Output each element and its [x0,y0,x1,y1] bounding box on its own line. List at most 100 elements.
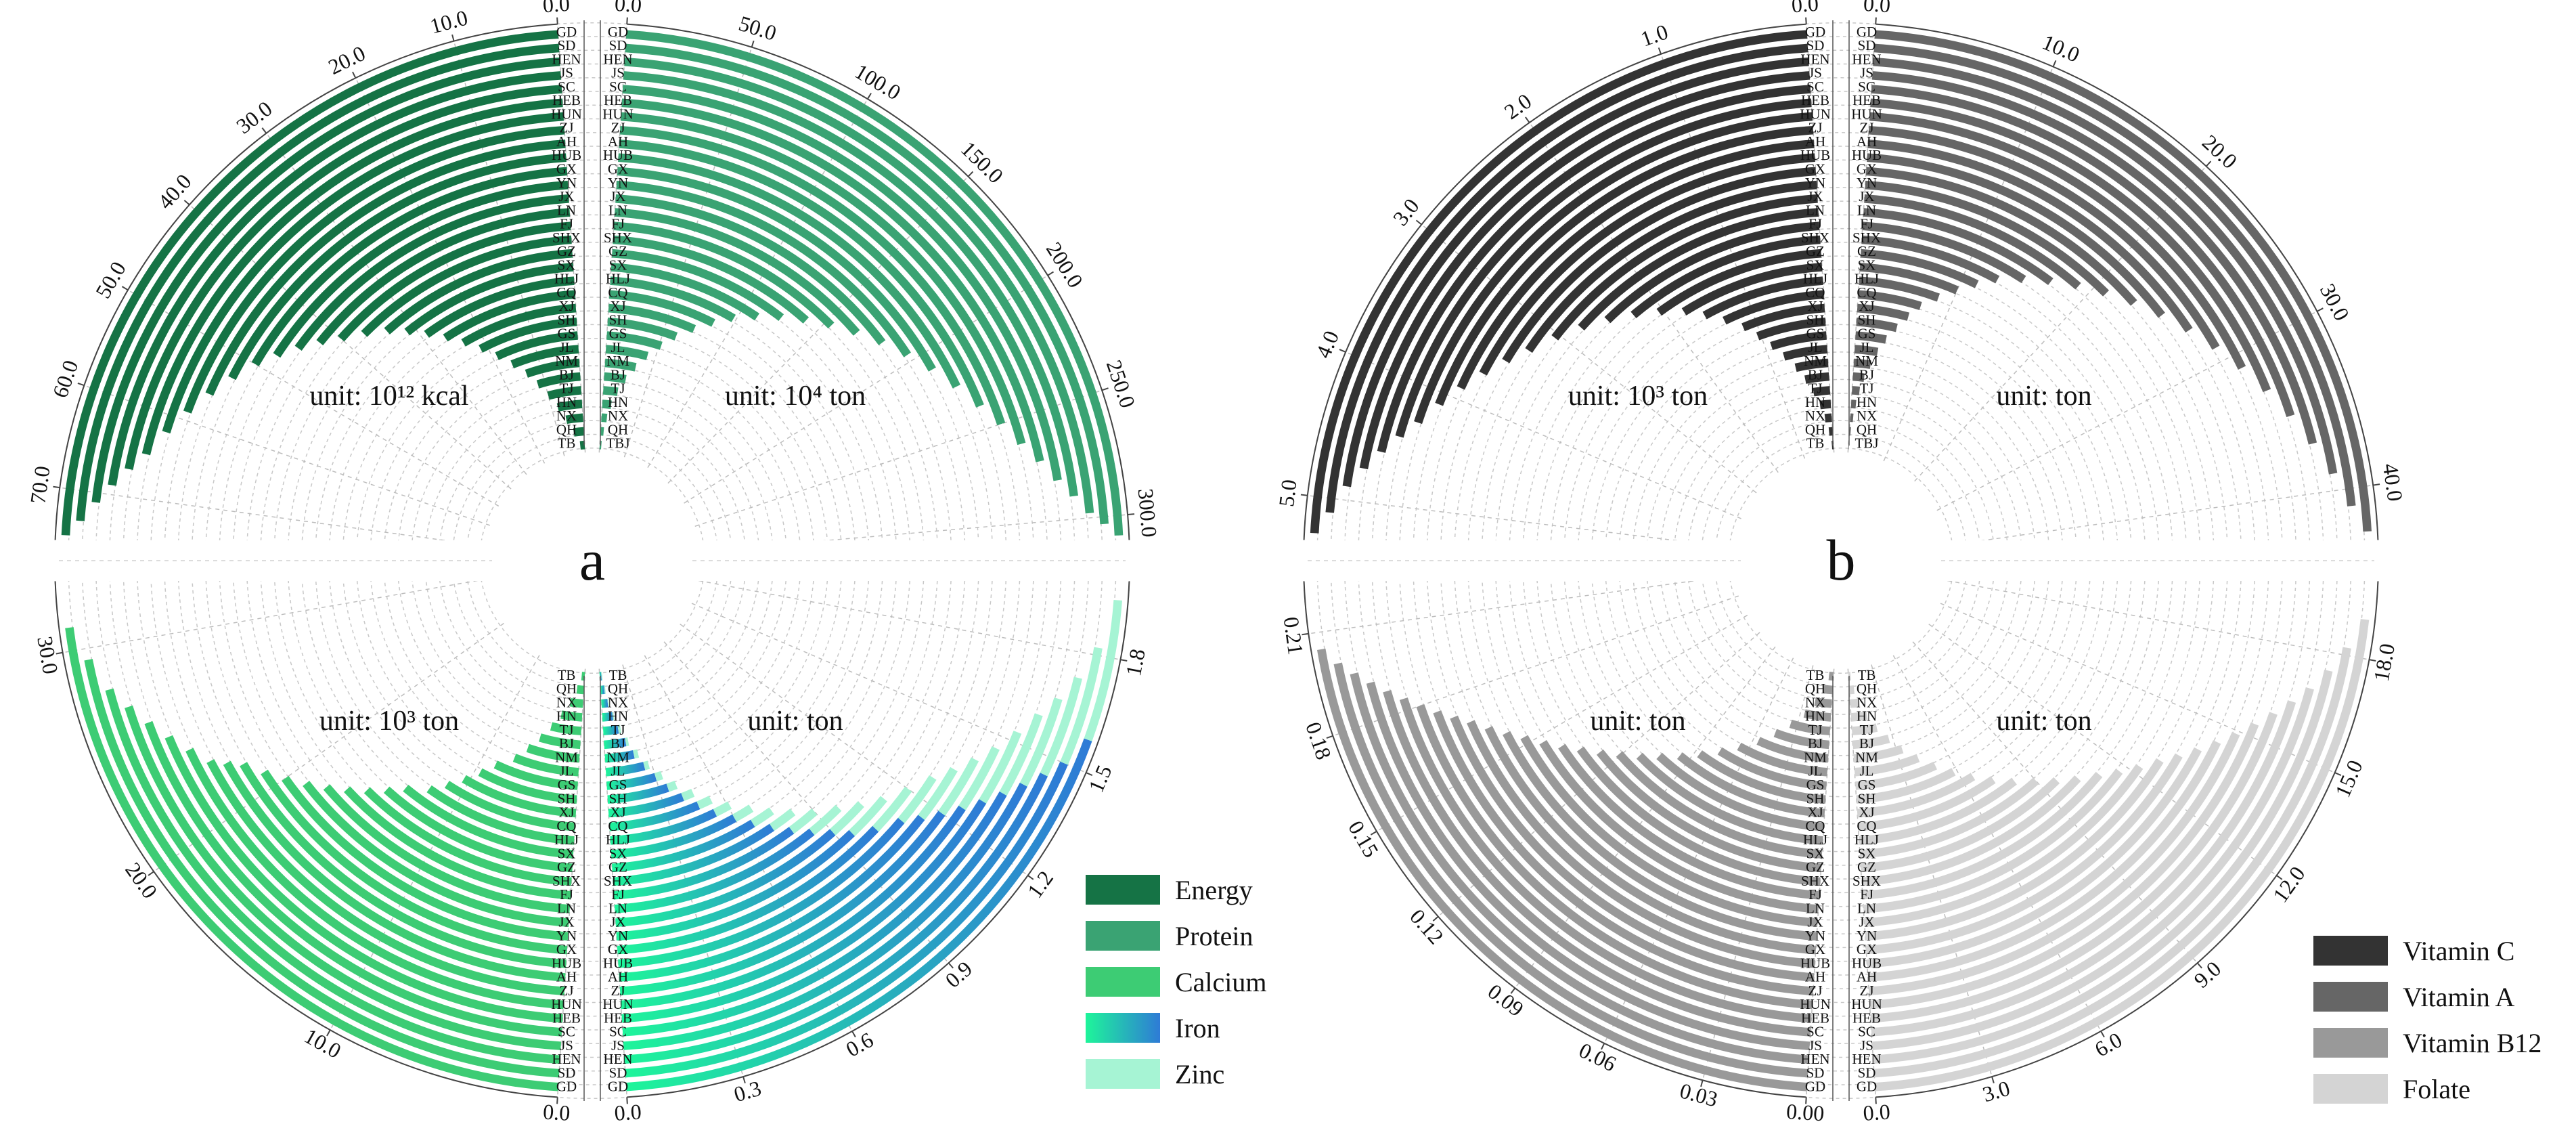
bar-zinc-js [1019,697,1063,787]
province-label: GD [1857,24,1877,40]
province-label: JX [610,188,625,204]
bar-iron-fj [613,827,795,900]
bar-vitamin-c-hlj [1702,276,1823,320]
province-label: HLJ [1855,271,1879,287]
bar-protein-gd [625,30,1124,536]
province-label: BJ [559,366,574,383]
bar-calcium-nm [526,743,580,763]
axis-arc [1875,581,2379,1098]
bar-vitamin-b12-yn [1503,731,1817,941]
province-label: NM [1804,353,1827,369]
tick-mark [1415,219,1422,225]
province-label: JL [1808,339,1823,355]
bar-protein-gs [606,331,663,350]
bar-vitamin-a-sx [1859,263,1959,295]
tick-mark [1510,987,1516,994]
province-label: HEB [604,1010,632,1026]
province-label: SHX [1801,873,1829,889]
province-label: HN [1857,394,1877,410]
bar-vitamin-c-shx [1630,235,1821,318]
bar-iron-nm [604,750,635,763]
bar-vitamin-b12-heb [1399,697,1812,1023]
bar-vitamin-c-zj [1435,125,1814,406]
province-label: BJ [610,735,625,752]
bar-protein-shx [613,235,809,324]
bar-energy-nx [565,413,583,425]
province-label: YN [556,175,577,191]
bar-iron-hn [602,712,614,722]
bar-folate-heb [1870,712,2278,1023]
province-label: QH [1805,421,1825,437]
bar-vitamin-c-sh [1756,317,1826,341]
tick-label: 0.18 [1301,719,1336,763]
bar-zinc-gs [654,771,663,781]
bar-vitamin-a-hun [1869,112,2246,370]
province-label: SX [1858,257,1876,273]
bar-calcium-hn [560,710,583,722]
radial-gridline [1376,614,1748,832]
radial-gridline [663,641,950,964]
province-label: TJ [1860,381,1874,397]
province-label: AH [608,969,628,985]
axis-arc [1303,581,1806,1098]
province-label: HN [608,708,628,725]
province-label: CQ [556,818,576,834]
province-label: TB [558,435,576,452]
bar-energy-bj [536,372,581,389]
province-label: YN [608,928,628,944]
province-label: JS [611,1037,625,1054]
tick-mark [1658,47,1662,55]
bar-calcium-js [125,705,562,1050]
province-label: JX [558,188,574,204]
tick-label: 4.0 [1310,327,1343,362]
bar-protein-hn [602,399,612,410]
bar-zinc-gd [1084,599,1122,741]
province-label: BJ [610,366,625,383]
tick-label: 40.0 [2378,462,2408,503]
legend-item-iron: Iron [1086,1005,1267,1051]
tick-mark [1601,1043,1605,1050]
bar-folate-sd [1873,647,2351,1078]
tick-mark [2276,875,2283,880]
tick-label: 30.0 [231,96,276,139]
province-label: TBJ [1855,435,1878,452]
province-label: SH [1858,790,1876,806]
bar-vitamin-a-nm [1853,358,1871,369]
legend-a: Energy Protein Calcium Iron Zinc [1086,867,1267,1097]
bar-iron-ah [619,815,925,982]
bar-protein-sd [625,43,1109,525]
bar-vitamin-c-fj [1604,221,1820,324]
tick-label: 40.0 [153,169,196,214]
bar-folate-fj [1862,771,2103,900]
province-label: HUN [602,106,634,123]
bar-energy-xj [461,303,577,347]
bar-calcium-sd [84,659,560,1078]
province-label: SHX [604,873,632,889]
province-label: SC [1806,79,1824,95]
bar-calcium-hlj [426,785,575,845]
bar-zinc-heb [979,731,1022,804]
bar-vitamin-c-nm [1794,358,1829,372]
bar-vitamin-c-gx [1502,167,1817,364]
bar-iron-gs [606,773,657,790]
province-label: JX [610,914,625,930]
province-label: GX [1857,941,1877,957]
bar-zinc-hen [1040,676,1082,777]
province-label: JL [611,763,625,779]
tick-label: 18.0 [2369,641,2400,683]
radial-gridline [62,578,486,653]
unit-label: unit: ton [1590,706,1685,737]
radial-gridline [1928,624,2278,876]
legend-item-energy: Energy [1086,867,1267,913]
bar-vitamin-a-hen [1873,57,2338,475]
bar-folate-nm [1853,745,1904,763]
legend-swatch [2313,936,2388,966]
province-label: GX [1805,941,1825,957]
province-label: HN [608,394,628,410]
bar-calcium-gs [493,760,578,790]
bar-vitamin-c-ln [1578,208,1819,331]
bar-vitamin-b12-sx [1616,751,1823,859]
radial-gridline [700,514,1128,553]
